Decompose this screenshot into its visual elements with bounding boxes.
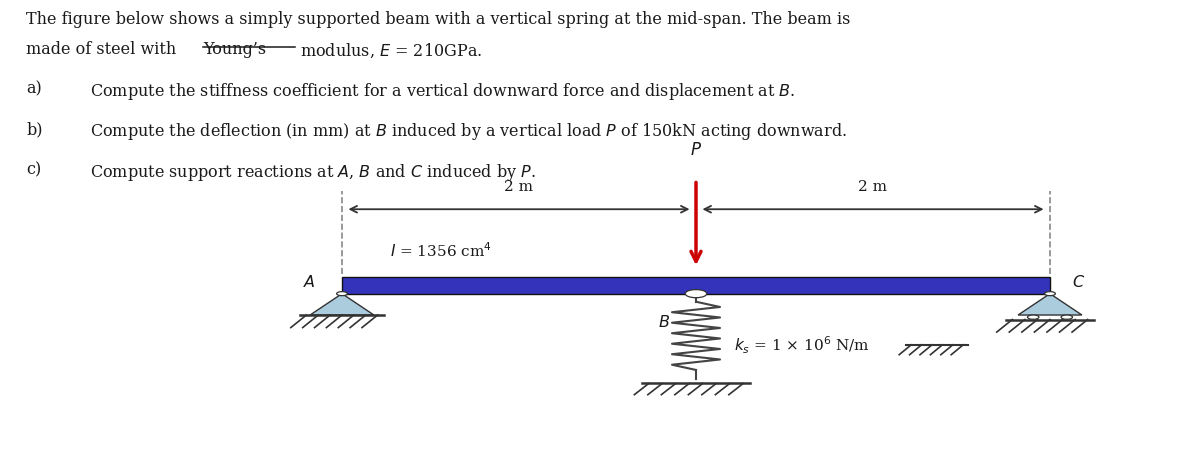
Text: c): c)	[26, 162, 42, 179]
Text: $I$ = 1356 cm$^4$: $I$ = 1356 cm$^4$	[390, 242, 492, 260]
Text: $C$: $C$	[1072, 274, 1085, 291]
Text: $B$: $B$	[658, 314, 670, 331]
Circle shape	[685, 290, 707, 298]
Text: $P$: $P$	[690, 142, 702, 159]
Text: a): a)	[26, 81, 42, 98]
Text: Compute support reactions at $A$, $B$ and $C$ induced by $P$.: Compute support reactions at $A$, $B$ an…	[90, 162, 536, 183]
Circle shape	[337, 292, 347, 295]
Circle shape	[1045, 292, 1055, 295]
Text: Young’s: Young’s	[204, 41, 266, 58]
Polygon shape	[310, 294, 374, 315]
Text: b): b)	[26, 121, 43, 138]
FancyBboxPatch shape	[342, 277, 1050, 294]
Circle shape	[1027, 315, 1039, 319]
Text: Compute the stiffness coefficient for a vertical downward force and displacement: Compute the stiffness coefficient for a …	[90, 81, 796, 102]
Text: $A$: $A$	[302, 274, 316, 291]
Text: $k_s$ = 1 × 10$^6$ N/m: $k_s$ = 1 × 10$^6$ N/m	[734, 334, 870, 356]
Circle shape	[1061, 315, 1073, 319]
Text: The figure below shows a simply supported beam with a vertical spring at the mid: The figure below shows a simply supporte…	[26, 11, 851, 28]
Polygon shape	[1018, 294, 1082, 315]
Text: Compute the deflection (in mm) at $B$ induced by a vertical load $P$ of 150kN ac: Compute the deflection (in mm) at $B$ in…	[90, 121, 847, 142]
Text: modulus, $E$ = 210GPa.: modulus, $E$ = 210GPa.	[295, 41, 482, 60]
Text: 2 m: 2 m	[858, 180, 888, 194]
Text: 2 m: 2 m	[504, 180, 534, 194]
Text: made of steel with: made of steel with	[26, 41, 181, 58]
